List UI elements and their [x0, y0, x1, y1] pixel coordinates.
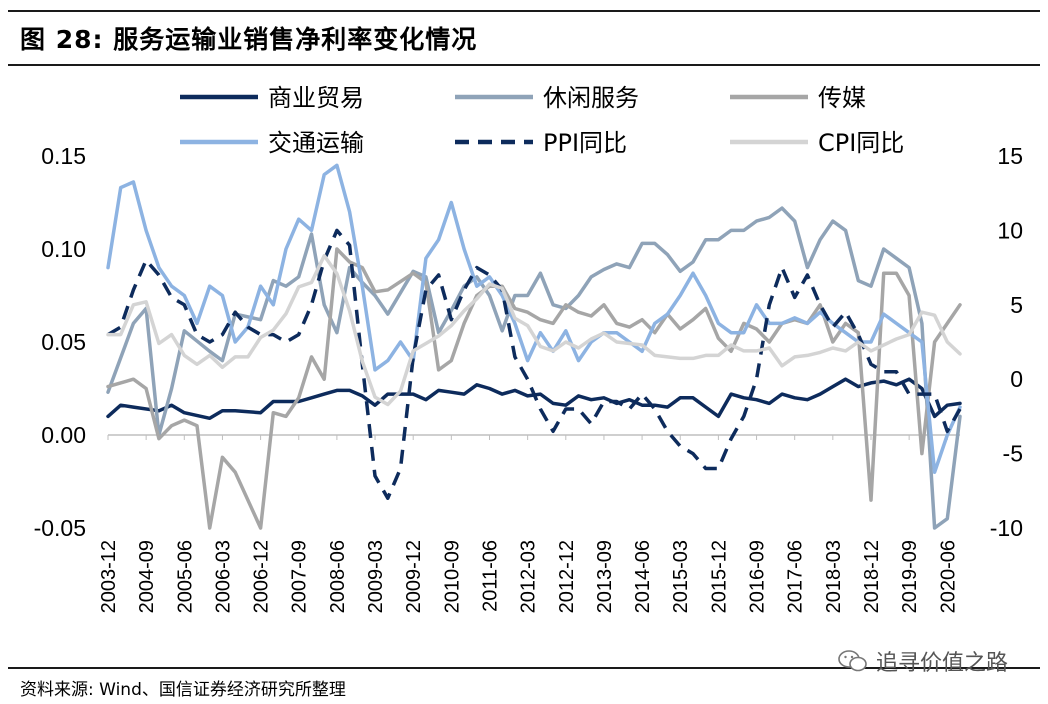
legend-label: 商业贸易 — [268, 84, 364, 112]
x-tick-label: 2014-06 — [632, 540, 654, 613]
x-tick-label: 2011-06 — [479, 540, 501, 612]
legend-label: CPI同比 — [818, 129, 904, 157]
x-tick-label: 2017-06 — [785, 540, 807, 613]
x-tick-label: 2004-09 — [136, 540, 158, 613]
x-tick-label: 2015-03 — [670, 540, 692, 613]
legend-label: 交通运输 — [268, 129, 364, 157]
series-line — [106, 253, 962, 407]
y-left-tick-label: 0.00 — [41, 422, 86, 448]
series-line — [106, 377, 962, 421]
x-tick-label: 2003-12 — [98, 540, 120, 613]
x-tick-label: 2020-06 — [937, 540, 959, 613]
x-tick-label: 2016-09 — [747, 540, 769, 613]
y-left-tick-label: 0.15 — [41, 143, 86, 169]
x-tick-label: 2015-12 — [708, 540, 730, 613]
y-left-tick-label: -0.05 — [34, 515, 86, 541]
x-tick-label: 2009-03 — [365, 540, 387, 613]
y-right-tick-label: 5 — [1010, 292, 1023, 318]
page-title: 图 28: 服务运输业销售净利率变化情况 — [20, 25, 478, 54]
footer: 资料来源: Wind、国信证券经济研究所整理 追寻价值之路 — [8, 650, 1040, 704]
wechat-icon — [838, 650, 867, 672]
x-tick-label: 2019-09 — [899, 540, 921, 613]
series-line — [106, 206, 962, 530]
title-bar: 图 28: 服务运输业销售净利率变化情况 — [8, 10, 1040, 66]
watermark: 追寻价值之路 — [838, 645, 1008, 677]
x-tick-label: 2018-12 — [861, 540, 883, 613]
line-chart: 2003-12 2004-09 2005-06 2006-03 2006-12 2007-… — [34, 84, 1023, 613]
series-line — [107, 228, 962, 500]
watermark-text: 追寻价值之路 — [875, 651, 1008, 676]
y-right-tick-label: -10 — [990, 515, 1023, 541]
series-line — [106, 163, 962, 474]
x-tick-label: 2012-03 — [518, 540, 540, 613]
x-tick-label: 2008-06 — [327, 540, 349, 613]
x-tick-label: 2012-12 — [556, 540, 578, 613]
source-note: 资料来源: Wind、国信证券经济研究所整理 — [20, 680, 346, 700]
x-tick-label: 2005-06 — [174, 540, 196, 613]
x-tick-label: 2006-12 — [251, 540, 273, 613]
legend-label: 休闲服务 — [543, 84, 639, 112]
x-tick-label: 2018-03 — [823, 540, 845, 613]
y-right-tick-label: -5 — [1003, 441, 1023, 467]
x-tick-label: 2007-09 — [289, 540, 311, 613]
x-tick-label: 2009-12 — [403, 540, 425, 613]
x-tick-label: 2010-09 — [441, 540, 463, 613]
x-tick-label: 2006-03 — [212, 540, 234, 613]
legend-label: PPI同比 — [543, 129, 627, 157]
legend-label: 传媒 — [818, 84, 866, 112]
x-tick-label: 2013-09 — [594, 540, 616, 613]
y-right-tick-label: 0 — [1010, 366, 1023, 392]
y-left-tick-label: 0.10 — [41, 236, 86, 262]
y-right-tick-label: 10 — [997, 217, 1023, 243]
y-right-tick-label: 15 — [997, 143, 1023, 169]
y-left-tick-label: 0.05 — [41, 329, 86, 355]
